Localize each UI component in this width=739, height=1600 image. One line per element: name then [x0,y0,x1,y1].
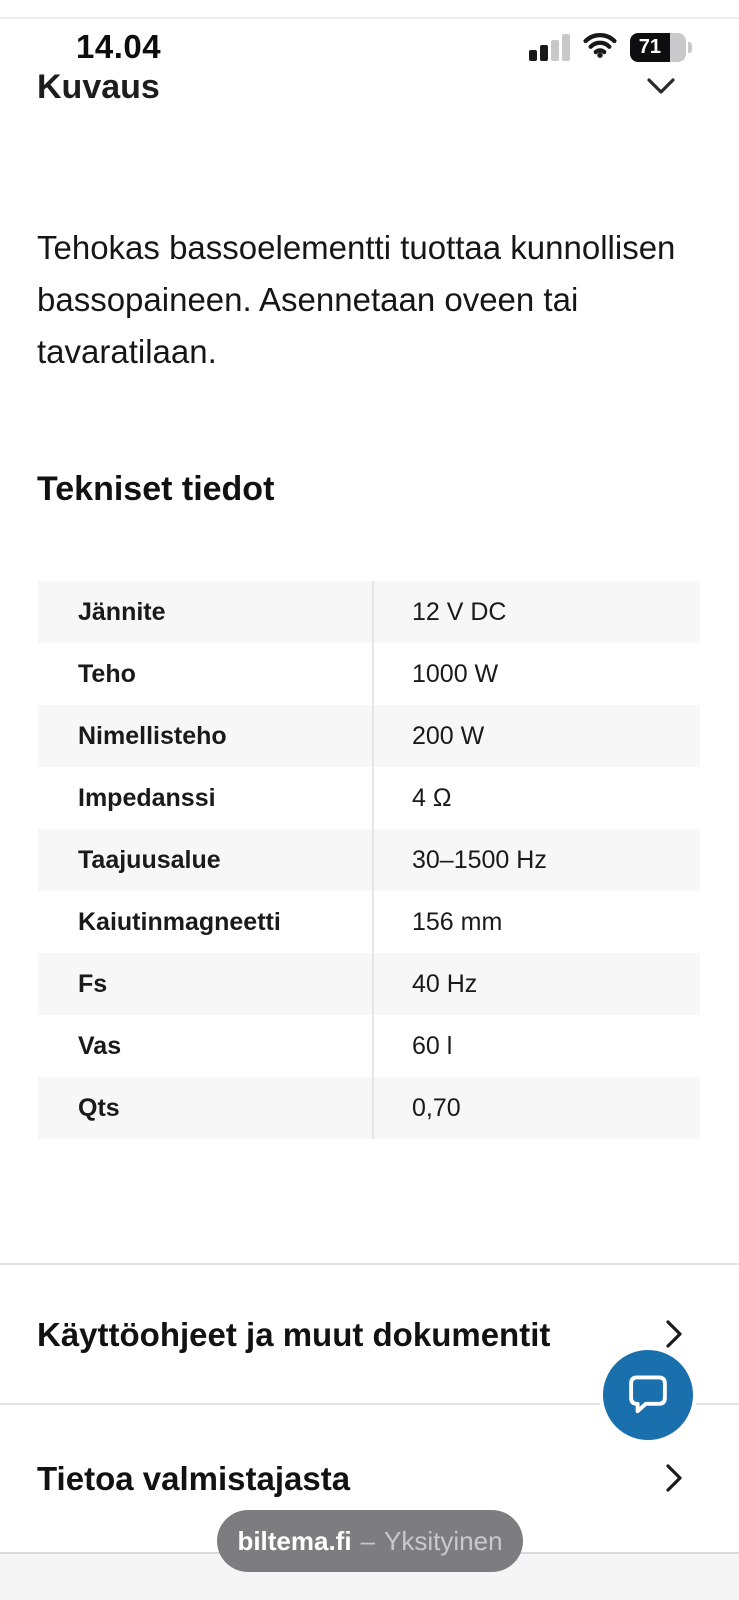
accordion-title: Kuvaus [37,68,160,106]
spec-label: Nimellisteho [78,721,227,750]
spec-value: 200 W [372,705,700,767]
spec-value: 60 l [372,1015,700,1077]
cellular-signal-icon [529,33,570,61]
spec-label: Vas [78,1031,122,1060]
table-row: Jännite 12 V DC [38,581,700,643]
browser-address-pill[interactable]: biltema.fi – Yksityinen [217,1510,523,1572]
spec-label: Taajuusalue [78,845,221,874]
spec-value: 30–1500 Hz [372,829,700,891]
status-icons: 71 [529,31,692,63]
product-description: Tehokas bassoelementti tuottaa kunnollis… [37,229,676,370]
manufacturer-link-label: Tietoa valmistajasta [37,1460,351,1497]
spec-value: 12 V DC [372,581,700,643]
site-name: biltema.fi [237,1525,352,1556]
battery-percent: 71 [638,35,661,58]
status-time: 14.04 [76,28,162,65]
table-row: Vas 60 l [38,1015,700,1077]
chat-bubble-icon [622,1367,674,1424]
chat-button[interactable] [599,1346,697,1444]
table-row: Kaiutinmagneetti 156 mm [38,891,700,953]
spec-value: 0,70 [372,1077,700,1139]
spec-value: 1000 W [372,643,700,705]
table-row: Teho 1000 W [38,643,700,705]
spec-label: Fs [78,969,108,998]
specs-heading: Tekniset tiedot [37,470,275,508]
top-separator [0,17,739,19]
table-row: Taajuusalue 30–1500 Hz [38,829,700,891]
table-row: Qts 0,70 [38,1077,700,1139]
spec-label: Teho [78,659,136,688]
section-divider [0,1263,739,1265]
section-divider [0,1403,739,1405]
table-row: Nimellisteho 200 W [38,705,700,767]
spec-label: Impedanssi [78,783,216,812]
chevron-down-icon[interactable] [646,76,676,101]
specs-table: Jännite 12 V DC Teho 1000 W Nimellisteho… [38,581,700,1139]
table-row: Impedanssi 4 Ω [38,767,700,829]
spec-value: 40 Hz [372,953,700,1015]
spec-value: 4 Ω [372,767,700,829]
pill-separator: – [360,1525,376,1556]
spec-label: Jännite [78,597,166,626]
chevron-right-icon [664,1462,684,1499]
spec-label: Qts [78,1093,120,1122]
spec-value: 156 mm [372,891,700,953]
wifi-icon [583,32,617,63]
spec-label: Kaiutinmagneetti [78,907,281,936]
private-mode-label: Yksityinen [384,1525,503,1556]
table-row: Fs 40 Hz [38,953,700,1015]
documents-link-label: Käyttöohjeet ja muut dokumentit [37,1316,551,1353]
battery-icon: 71 [630,32,692,62]
chevron-right-icon [664,1318,684,1355]
